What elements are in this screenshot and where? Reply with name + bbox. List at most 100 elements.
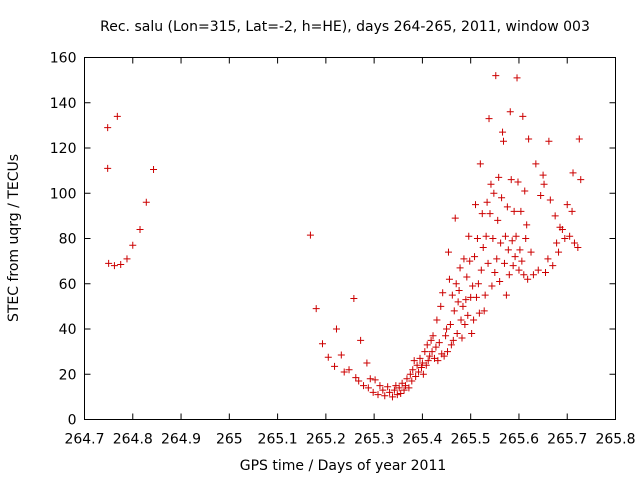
data-point	[363, 359, 371, 367]
data-point	[458, 334, 466, 342]
data-point	[345, 366, 353, 374]
data-point	[340, 368, 348, 376]
data-point	[434, 357, 442, 365]
data-point	[388, 393, 396, 401]
data-point	[512, 232, 520, 240]
data-point	[449, 336, 457, 344]
data-point	[491, 268, 499, 276]
data-point	[437, 302, 445, 310]
data-point	[549, 262, 557, 270]
x-tick-label: 265.1	[258, 432, 298, 448]
data-point	[442, 332, 450, 340]
data-point	[461, 320, 469, 328]
data-point	[472, 293, 480, 301]
data-point	[515, 266, 523, 274]
y-tick-label: 140	[50, 96, 77, 112]
data-point	[369, 388, 377, 396]
data-point	[466, 257, 474, 265]
data-point	[522, 235, 530, 242]
data-point	[546, 196, 554, 204]
data-point	[524, 275, 532, 283]
data-point	[455, 287, 463, 295]
data-point	[472, 201, 480, 209]
data-point	[468, 330, 476, 338]
data-point	[498, 194, 506, 202]
data-point	[419, 370, 427, 378]
data-point	[337, 351, 345, 359]
data-point	[475, 309, 483, 317]
data-point	[422, 361, 430, 369]
data-point	[553, 239, 561, 247]
x-tick-label: 265.2	[306, 432, 346, 448]
data-point	[384, 383, 392, 391]
data-point	[435, 339, 443, 347]
data-points	[104, 72, 585, 401]
data-point	[474, 280, 482, 288]
data-point	[518, 257, 526, 265]
data-point	[450, 307, 458, 315]
data-point	[451, 214, 459, 222]
data-point	[332, 325, 340, 333]
data-point	[374, 391, 382, 399]
data-point	[410, 357, 418, 365]
data-point	[469, 282, 477, 290]
data-point	[105, 259, 113, 267]
data-point	[574, 244, 582, 252]
data-point	[454, 298, 462, 306]
data-point	[439, 289, 447, 297]
data-point	[513, 74, 521, 82]
data-point	[448, 291, 456, 299]
data-point	[471, 253, 479, 261]
data-point	[390, 386, 398, 394]
data-point	[514, 178, 522, 186]
data-point	[129, 241, 137, 249]
data-point	[355, 377, 363, 385]
data-point	[428, 348, 436, 356]
data-point	[110, 262, 118, 270]
data-point	[489, 235, 497, 242]
data-point	[366, 375, 374, 383]
data-point	[408, 377, 416, 385]
data-point	[540, 180, 548, 188]
data-point	[136, 225, 144, 233]
data-point	[555, 248, 563, 256]
data-point	[427, 336, 435, 344]
data-point	[453, 330, 461, 338]
data-point	[506, 108, 514, 116]
y-axis-label: STEC from uqrg / TECUs	[6, 154, 22, 322]
data-point	[443, 325, 451, 333]
data-point	[405, 384, 413, 392]
y-axis: 0 20 40 60 80 100 120 140 160	[50, 51, 616, 429]
data-point	[485, 115, 493, 123]
x-tick-label: 264.9	[161, 432, 201, 448]
data-point	[519, 112, 527, 120]
y-tick-label: 160	[50, 51, 77, 67]
data-point	[459, 302, 467, 310]
y-tick-label: 20	[59, 367, 77, 383]
data-point	[542, 268, 550, 276]
data-point	[429, 332, 437, 340]
data-point	[413, 361, 421, 369]
x-tick-label: 265	[216, 432, 243, 448]
data-point	[566, 232, 574, 240]
data-point	[495, 173, 503, 181]
data-point	[379, 386, 387, 394]
data-point	[440, 352, 448, 360]
data-point	[477, 266, 485, 274]
data-point	[509, 262, 517, 270]
data-point	[432, 343, 440, 351]
x-tick-label: 264.7	[64, 432, 104, 448]
x-tick-label: 265.7	[547, 432, 587, 448]
data-point	[400, 386, 408, 394]
data-point	[569, 169, 577, 177]
y-tick-label: 120	[50, 141, 77, 157]
x-axis-label: GPS time / Days of year 2011	[240, 458, 447, 474]
data-point	[462, 296, 470, 304]
data-point	[478, 210, 486, 218]
data-point	[505, 271, 513, 279]
data-point	[393, 391, 401, 399]
x-axis: 264.7 264.8 264.9 265 265.1 265.2 265.3 265.4 26…	[64, 57, 636, 448]
data-point	[481, 291, 489, 299]
data-point	[470, 316, 478, 324]
data-point	[352, 374, 360, 382]
